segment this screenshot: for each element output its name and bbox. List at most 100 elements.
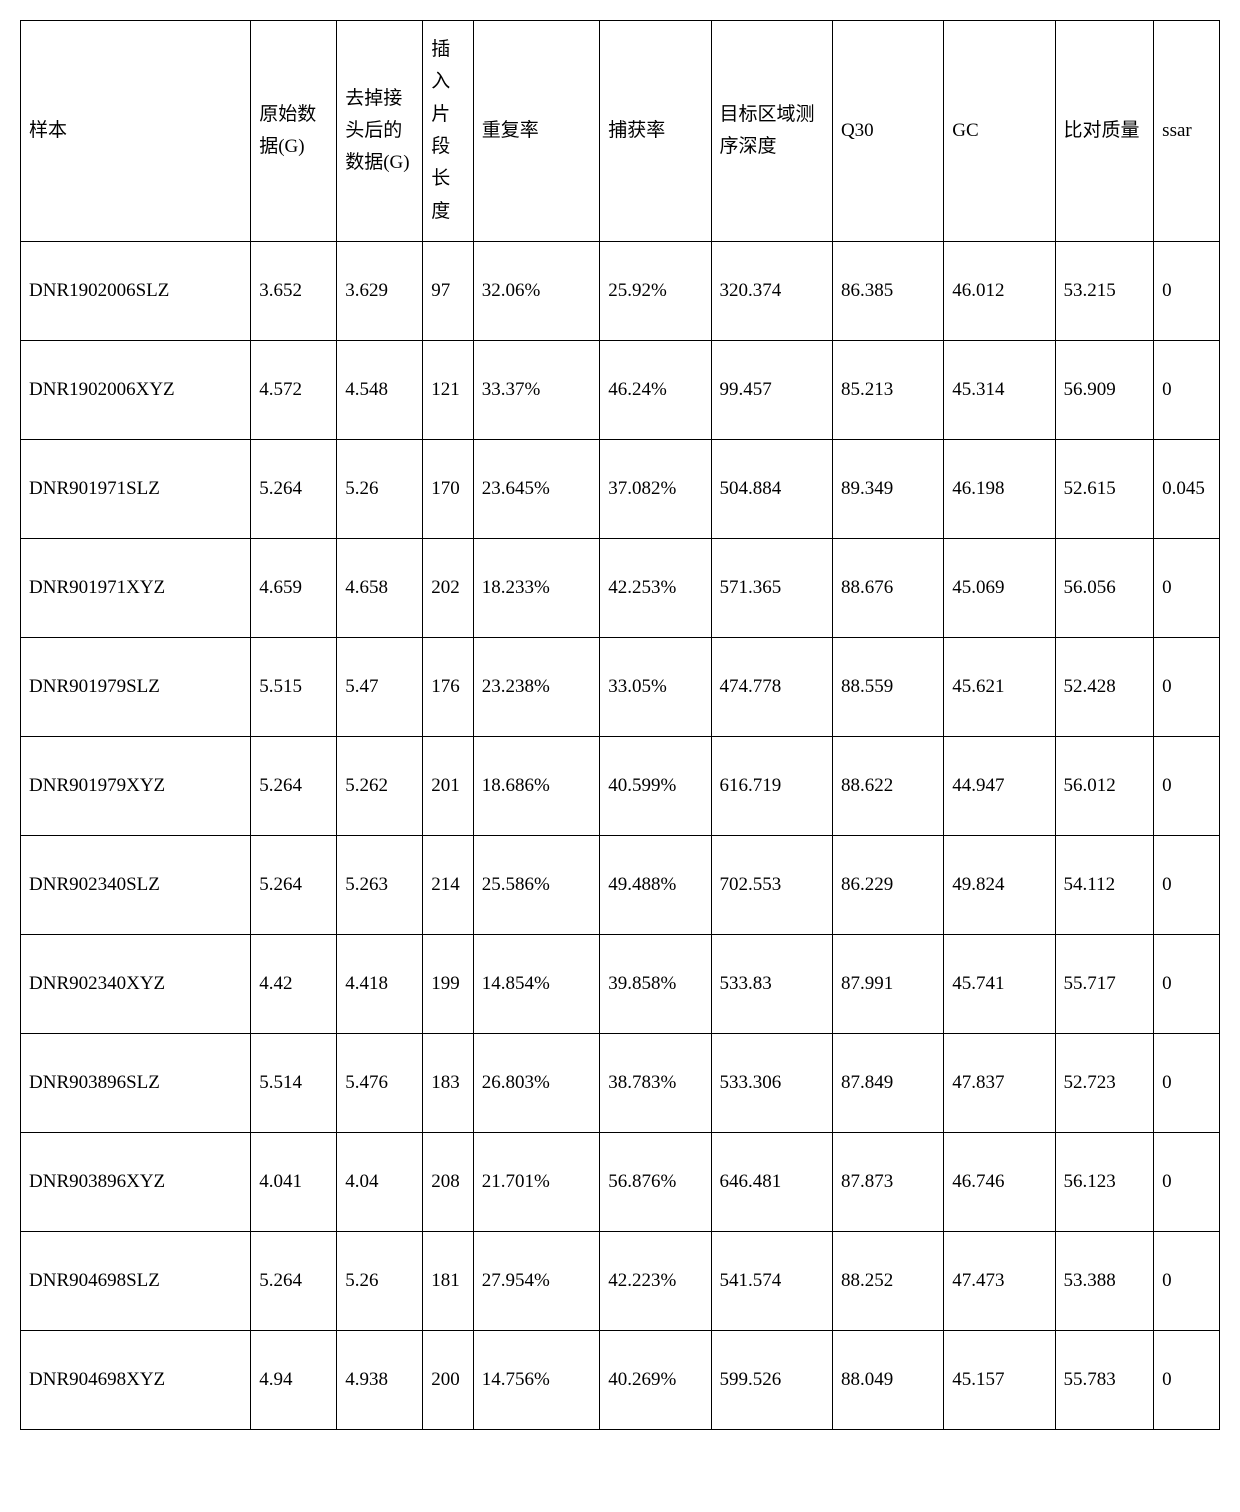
table-cell: 21.701% [473,1133,599,1232]
table-cell: 56.012 [1055,737,1154,836]
table-cell: 55.783 [1055,1331,1154,1430]
table-cell: 0 [1154,341,1220,440]
table-cell: 5.47 [337,638,423,737]
table-cell: DNR901971XYZ [21,539,251,638]
table-cell: 46.198 [944,440,1055,539]
table-row: DNR902340SLZ5.2645.26321425.586%49.488%7… [21,836,1220,935]
table-cell: DNR904698XYZ [21,1331,251,1430]
table-row: DNR901971SLZ5.2645.2617023.645%37.082%50… [21,440,1220,539]
table-cell: 49.824 [944,836,1055,935]
table-cell: 46.746 [944,1133,1055,1232]
table-cell: 54.112 [1055,836,1154,935]
col-header: 插入片段长度 [423,21,474,242]
table-cell: 53.388 [1055,1232,1154,1331]
table-cell: 89.349 [832,440,943,539]
table-cell: 45.314 [944,341,1055,440]
col-header: 捕获率 [600,21,711,242]
table-cell: 4.938 [337,1331,423,1430]
table-cell: 45.069 [944,539,1055,638]
table-cell: 4.572 [251,341,337,440]
table-body: DNR1902006SLZ3.6523.6299732.06%25.92%320… [21,242,1220,1430]
col-header: 原始数据(G) [251,21,337,242]
table-cell: 4.04 [337,1133,423,1232]
table-row: DNR903896XYZ4.0414.0420821.701%56.876%64… [21,1133,1220,1232]
table-cell: 0 [1154,1133,1220,1232]
table-cell: 616.719 [711,737,832,836]
table-cell: 533.83 [711,935,832,1034]
table-cell: 87.873 [832,1133,943,1232]
table-cell: 320.374 [711,242,832,341]
table-cell: 202 [423,539,474,638]
col-header: Q30 [832,21,943,242]
table-cell: 32.06% [473,242,599,341]
table-cell: 39.858% [600,935,711,1034]
table-cell: 49.488% [600,836,711,935]
table-cell: 42.253% [600,539,711,638]
table-cell: 40.599% [600,737,711,836]
table-cell: 0 [1154,836,1220,935]
table-cell: 474.778 [711,638,832,737]
table-cell: 0 [1154,935,1220,1034]
table-cell: 5.26 [337,1232,423,1331]
table-cell: 200 [423,1331,474,1430]
table-cell: 86.385 [832,242,943,341]
table-cell: 56.876% [600,1133,711,1232]
table-cell: 176 [423,638,474,737]
table-row: DNR902340XYZ4.424.41819914.854%39.858%53… [21,935,1220,1034]
table-cell: 56.056 [1055,539,1154,638]
table-row: DNR1902006SLZ3.6523.6299732.06%25.92%320… [21,242,1220,341]
table-cell: 33.05% [600,638,711,737]
table-cell: DNR903896SLZ [21,1034,251,1133]
table-cell: 0 [1154,638,1220,737]
table-cell: 47.473 [944,1232,1055,1331]
table-cell: 5.264 [251,836,337,935]
table-cell: 181 [423,1232,474,1331]
table-cell: 38.783% [600,1034,711,1133]
table-cell: 26.803% [473,1034,599,1133]
table-cell: 45.157 [944,1331,1055,1430]
table-cell: 4.658 [337,539,423,638]
table-cell: 5.263 [337,836,423,935]
table-cell: 4.659 [251,539,337,638]
table-cell: 18.686% [473,737,599,836]
table-row: DNR1902006XYZ4.5724.54812133.37%46.24%99… [21,341,1220,440]
table-cell: 201 [423,737,474,836]
table-cell: 37.082% [600,440,711,539]
table-cell: 87.991 [832,935,943,1034]
table-cell: 0 [1154,1232,1220,1331]
table-cell: 33.37% [473,341,599,440]
table-cell: 5.515 [251,638,337,737]
table-cell: 86.229 [832,836,943,935]
table-cell: 5.514 [251,1034,337,1133]
table-cell: 46.012 [944,242,1055,341]
table-cell: 5.262 [337,737,423,836]
table-row: DNR903896SLZ5.5145.47618326.803%38.783%5… [21,1034,1220,1133]
col-header: 重复率 [473,21,599,242]
table-cell: 121 [423,341,474,440]
table-cell: 4.041 [251,1133,337,1232]
table-cell: DNR901971SLZ [21,440,251,539]
col-header: 样本 [21,21,251,242]
table-cell: DNR902340XYZ [21,935,251,1034]
table-cell: 541.574 [711,1232,832,1331]
table-cell: 3.629 [337,242,423,341]
table-cell: 533.306 [711,1034,832,1133]
table-cell: 599.526 [711,1331,832,1430]
table-cell: 52.723 [1055,1034,1154,1133]
table-row: DNR904698SLZ5.2645.2618127.954%42.223%54… [21,1232,1220,1331]
table-cell: 5.264 [251,440,337,539]
table-row: DNR901971XYZ4.6594.65820218.233%42.253%5… [21,539,1220,638]
table-cell: 214 [423,836,474,935]
table-cell: DNR904698SLZ [21,1232,251,1331]
table-cell: 4.548 [337,341,423,440]
table-cell: 3.652 [251,242,337,341]
table-cell: 571.365 [711,539,832,638]
data-table: 样本 原始数据(G) 去掉接头后的数据(G) 插入片段长度 重复率 捕获率 目标… [20,20,1220,1430]
table-row: DNR901979XYZ5.2645.26220118.686%40.599%6… [21,737,1220,836]
table-cell: 5.26 [337,440,423,539]
table-cell: 55.717 [1055,935,1154,1034]
table-cell: 88.049 [832,1331,943,1430]
table-cell: 53.215 [1055,242,1154,341]
table-cell: 88.676 [832,539,943,638]
table-cell: 52.615 [1055,440,1154,539]
